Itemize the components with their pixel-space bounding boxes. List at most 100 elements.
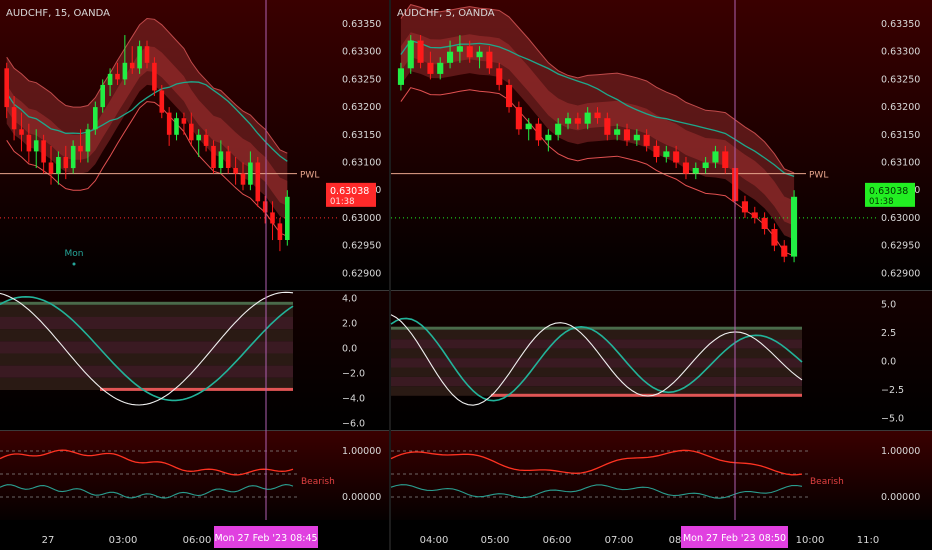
last-price-tag	[865, 182, 915, 207]
candle-body	[663, 151, 670, 157]
candle-body	[682, 162, 689, 174]
right-chart-panel[interactable]: PWL AUDCHF, 5, OANDA 0.63350 0.63300 0.63250…	[390, 0, 920, 548]
oscillator-band-block	[0, 377, 293, 390]
oscillator-main-line	[390, 314, 803, 406]
oscillator-bottom-bar	[100, 387, 293, 391]
candle-body	[93, 107, 98, 130]
candle-body	[594, 112, 601, 119]
oscillator-band-block	[0, 365, 293, 378]
candle-body	[129, 62, 135, 69]
oscillator-top-bar	[0, 301, 293, 305]
oscillator-band-block	[0, 329, 293, 342]
candle-body	[584, 112, 591, 124]
left-chart-panel[interactable]: PWL Mon AUDCHF, 15, OANDA 0.63350 0.63300 0.6…	[0, 0, 381, 548]
candle-body	[100, 84, 105, 108]
oscillator-band-block	[391, 358, 802, 368]
candle-body	[417, 40, 424, 63]
time-axis-background	[0, 520, 932, 550]
candle-body	[122, 62, 128, 80]
candle-body	[115, 73, 120, 80]
oscillator-band-block	[391, 339, 802, 349]
crosshair-time-label: Mon 27 Feb '23 08:50	[683, 533, 786, 544]
countdown-timer: 01:38	[330, 197, 355, 207]
price-tick-label: 0.63200	[881, 102, 920, 113]
oscillator-band-block	[391, 386, 802, 396]
candle-body	[70, 145, 76, 169]
candle-body	[270, 212, 275, 224]
candle-body	[225, 151, 231, 168]
candle-body	[166, 112, 172, 135]
session-dot	[72, 262, 76, 266]
time-tick-label: 05:00	[481, 535, 510, 546]
oscillator-tick-label: −2.5	[881, 385, 904, 396]
candle-body	[476, 51, 483, 58]
oscillator-tick-label: −6.0	[342, 419, 365, 430]
last-price-tag	[326, 182, 376, 207]
candle-body	[85, 129, 91, 152]
price-tick-label: 0.62950	[342, 241, 381, 252]
time-tick-label: 07:00	[605, 535, 634, 546]
candle-body	[26, 134, 32, 152]
candle-body	[771, 229, 778, 246]
candle-body	[174, 118, 179, 135]
candle-body	[397, 68, 404, 85]
oscillator-tick-label: −4.0	[342, 394, 365, 405]
candle-body	[496, 68, 503, 85]
candle-body	[535, 123, 542, 141]
candle-body	[633, 134, 640, 141]
moving-average-line	[6, 81, 288, 162]
candle-body	[515, 107, 522, 130]
oscillator-tick-label: 2.5	[881, 328, 896, 339]
oscillator-signal-line	[390, 317, 803, 402]
oscillator-band-block	[391, 367, 802, 377]
candle-body	[791, 196, 798, 257]
keltner-lower-line	[400, 87, 795, 257]
candle-body	[107, 73, 113, 85]
candle-body	[196, 134, 201, 141]
signal-label: Bearish	[810, 477, 844, 487]
candle-body	[144, 46, 150, 63]
indicator-teal-line	[0, 484, 294, 499]
candle-body	[211, 145, 216, 169]
candle-body	[137, 46, 142, 69]
candle-body	[525, 123, 532, 130]
candle-body	[11, 107, 17, 130]
price-tick-label: 0.63250	[881, 74, 920, 85]
last-price-value: 0.63038	[330, 186, 369, 197]
oscillator-band-block	[0, 304, 293, 317]
crosshair-time-tag	[681, 526, 788, 548]
indicator-red-line	[0, 449, 294, 476]
candle-body	[712, 151, 719, 163]
last-price-value: 0.63038	[869, 186, 908, 197]
candle-body	[159, 90, 165, 113]
pane-divider	[0, 290, 932, 291]
candle-body	[653, 145, 660, 157]
candle-body	[555, 123, 562, 135]
candle-body	[781, 245, 788, 257]
candle-body	[277, 223, 283, 240]
candle-body	[643, 134, 650, 146]
indicator-pane-background	[391, 431, 932, 520]
candle-body	[203, 134, 209, 146]
candle-body	[19, 129, 24, 135]
countdown-timer: 01:38	[869, 197, 894, 207]
time-tick-label: 11:0	[857, 535, 879, 546]
candle-body	[692, 168, 699, 174]
price-tick-label: 0.63300	[342, 47, 381, 58]
oscillator-tick-label: 5.0	[881, 300, 896, 311]
oscillator-band-block	[0, 353, 293, 366]
oscillator-tick-label: 2.0	[342, 319, 357, 330]
oscillator-tick-label: −2.0	[342, 369, 365, 380]
keltner-lower-line	[6, 101, 288, 237]
candle-body	[565, 118, 572, 124]
candle-body	[761, 217, 768, 229]
candle-body	[41, 140, 46, 163]
price-tick-label: 0.63150	[342, 130, 381, 141]
time-tick-label: 06:00	[543, 535, 572, 546]
price-tick-label: 0.63250	[342, 74, 381, 85]
price-tick-label: 0.63100	[342, 158, 381, 169]
oscillator-band-block	[391, 348, 802, 358]
oscillator-band-block	[0, 316, 293, 330]
chart-title: AUDCHF, 5, OANDA	[397, 8, 495, 19]
